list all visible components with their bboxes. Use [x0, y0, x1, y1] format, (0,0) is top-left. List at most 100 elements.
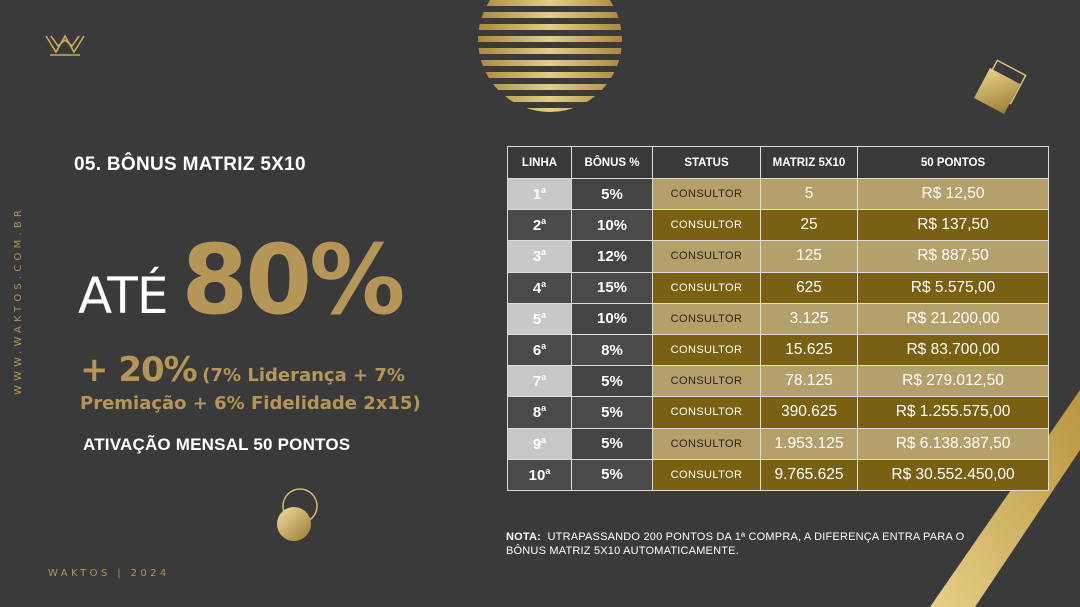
cell-matriz: 125: [760, 240, 858, 273]
linha-ordinal: a: [541, 434, 547, 445]
footnote-label: NOTA:: [506, 531, 542, 543]
cell-bonus: 10%: [571, 209, 653, 242]
table-row: 3a 12% CONSULTOR 125 R$ 887,50: [507, 240, 1049, 273]
bonus-table: LINHA BÔNUS % STATUS MATRIZ 5X10 50 PONT…: [507, 146, 1049, 491]
cell-linha: 5a: [507, 302, 572, 335]
cell-pontos: R$ 83.700,00: [857, 333, 1049, 367]
cell-bonus: 5%: [571, 458, 653, 491]
table-row: 10a 5% CONSULTOR 9.765.625 R$ 30.552.450,00: [507, 458, 1049, 491]
linha-number: 6: [532, 342, 542, 360]
cell-linha: 3a: [507, 240, 572, 273]
linha-number: 4: [532, 279, 542, 297]
linha-ordinal: a: [541, 278, 547, 289]
cell-bonus: 5%: [571, 365, 653, 398]
cell-matriz: 15.625: [760, 333, 858, 367]
cell-status: CONSULTOR: [652, 458, 761, 491]
cell-matriz: 5: [760, 177, 858, 211]
header-linha: LINHA: [507, 146, 572, 179]
footnote: NOTA: UTRAPASSANDO 200 PONTOS DA 1ª COMP…: [506, 530, 976, 558]
cell-matriz: 625: [760, 271, 858, 304]
header-bonus: BÔNUS %: [571, 146, 653, 179]
linha-ordinal: a: [541, 216, 547, 227]
extra-percent: + 20%: [80, 350, 198, 390]
gold-squares-icon: [974, 59, 1027, 114]
gold-rings-icon: [277, 488, 318, 541]
striped-circle-icon: [478, 0, 622, 112]
footnote-text: UTRAPASSANDO 200 PONTOS DA 1ª COMPRA, A …: [506, 531, 965, 557]
cell-linha: 10a: [507, 458, 572, 491]
headline: ATÉ 80%: [78, 224, 405, 336]
cell-linha: 9a: [507, 427, 572, 460]
crown-logo-icon: [45, 34, 85, 56]
cell-pontos: R$ 12,50: [857, 177, 1049, 211]
cell-status: CONSULTOR: [652, 240, 761, 273]
extra-line1: (7% Liderança + 7%: [202, 365, 405, 386]
cell-status: CONSULTOR: [652, 271, 761, 304]
cell-status: CONSULTOR: [652, 365, 761, 398]
table-row: 2a 10% CONSULTOR 25 R$ 137,50: [507, 209, 1049, 242]
extra-bonus-text: + 20% (7% Liderança + 7% Premiação + 6% …: [80, 353, 421, 418]
cell-linha: 6a: [507, 333, 572, 367]
extra-line2: Premiação + 6% Fidelidade 2x15): [80, 393, 421, 414]
cell-status: CONSULTOR: [652, 396, 761, 429]
activation-text: ATIVAÇÃO MENSAL 50 PONTOS: [83, 435, 351, 454]
linha-number: 5: [532, 310, 542, 328]
cell-linha: 7a: [507, 365, 572, 398]
linha-ordinal: a: [541, 309, 547, 320]
cell-bonus: 8%: [571, 333, 653, 367]
cell-matriz: 1.953.125: [760, 427, 858, 460]
linha-number: 2: [532, 217, 542, 235]
table-row: 5a 10% CONSULTOR 3.125 R$ 21.200,00: [507, 302, 1049, 335]
linha-ordinal: a: [541, 403, 547, 414]
cell-pontos: R$ 6.138.387,50: [857, 427, 1049, 460]
linha-number: 7: [532, 373, 542, 391]
cell-bonus: 5%: [571, 177, 653, 211]
header-matriz: MATRIZ 5X10: [760, 146, 858, 179]
linha-ordinal: a: [541, 341, 547, 352]
cell-status: CONSULTOR: [652, 333, 761, 367]
table-row: 1a 5% CONSULTOR 5 R$ 12,50: [507, 177, 1049, 211]
side-website-text: WWW.WAKTOS.COM.BR: [13, 205, 24, 395]
cell-status: CONSULTOR: [652, 209, 761, 242]
table-row: 7a 5% CONSULTOR 78.125 R$ 279.012,50: [507, 365, 1049, 398]
cell-status: CONSULTOR: [652, 177, 761, 211]
section-title: 05. BÔNUS MATRIZ 5X10: [74, 154, 306, 175]
table-row: 4a 15% CONSULTOR 625 R$ 5.575,00: [507, 271, 1049, 304]
cell-bonus: 12%: [571, 240, 653, 273]
linha-number: 9: [532, 435, 542, 453]
linha-number: 3: [532, 248, 542, 266]
cell-pontos: R$ 5.575,00: [857, 271, 1049, 304]
table-row: 9a 5% CONSULTOR 1.953.125 R$ 6.138.387,50: [507, 427, 1049, 460]
linha-ordinal: a: [541, 185, 547, 196]
cell-pontos: R$ 30.552.450,00: [857, 458, 1049, 491]
cell-status: CONSULTOR: [652, 427, 761, 460]
table-row: 8a 5% CONSULTOR 390.625 R$ 1.255.575,00: [507, 396, 1049, 429]
cell-pontos: R$ 279.012,50: [857, 365, 1049, 398]
cell-bonus: 5%: [571, 396, 653, 429]
cell-matriz: 78.125: [760, 365, 858, 398]
cell-linha: 4a: [507, 271, 572, 304]
cell-bonus: 10%: [571, 302, 653, 335]
cell-linha: 1a: [507, 177, 572, 211]
header-pontos: 50 PONTOS: [857, 146, 1049, 179]
cell-linha: 2a: [507, 209, 572, 242]
linha-ordinal: a: [541, 372, 547, 383]
cell-pontos: R$ 21.200,00: [857, 302, 1049, 335]
linha-number: 10: [528, 466, 546, 484]
headline-percent: 80%: [181, 224, 405, 336]
cell-bonus: 5%: [571, 427, 653, 460]
headline-prefix: ATÉ: [78, 267, 168, 325]
linha-ordinal: a: [541, 247, 547, 258]
cell-status: CONSULTOR: [652, 302, 761, 335]
cell-pontos: R$ 137,50: [857, 209, 1049, 242]
footer-text: WAKTOS | 2024: [48, 568, 170, 579]
table-row: 6a 8% CONSULTOR 15.625 R$ 83.700,00: [507, 333, 1049, 367]
cell-pontos: R$ 1.255.575,00: [857, 396, 1049, 429]
header-status: STATUS: [652, 146, 761, 179]
linha-number: 8: [532, 404, 542, 422]
cell-pontos: R$ 887,50: [857, 240, 1049, 273]
linha-number: 1: [532, 186, 542, 204]
cell-matriz: 390.625: [760, 396, 858, 429]
cell-matriz: 3.125: [760, 302, 858, 335]
